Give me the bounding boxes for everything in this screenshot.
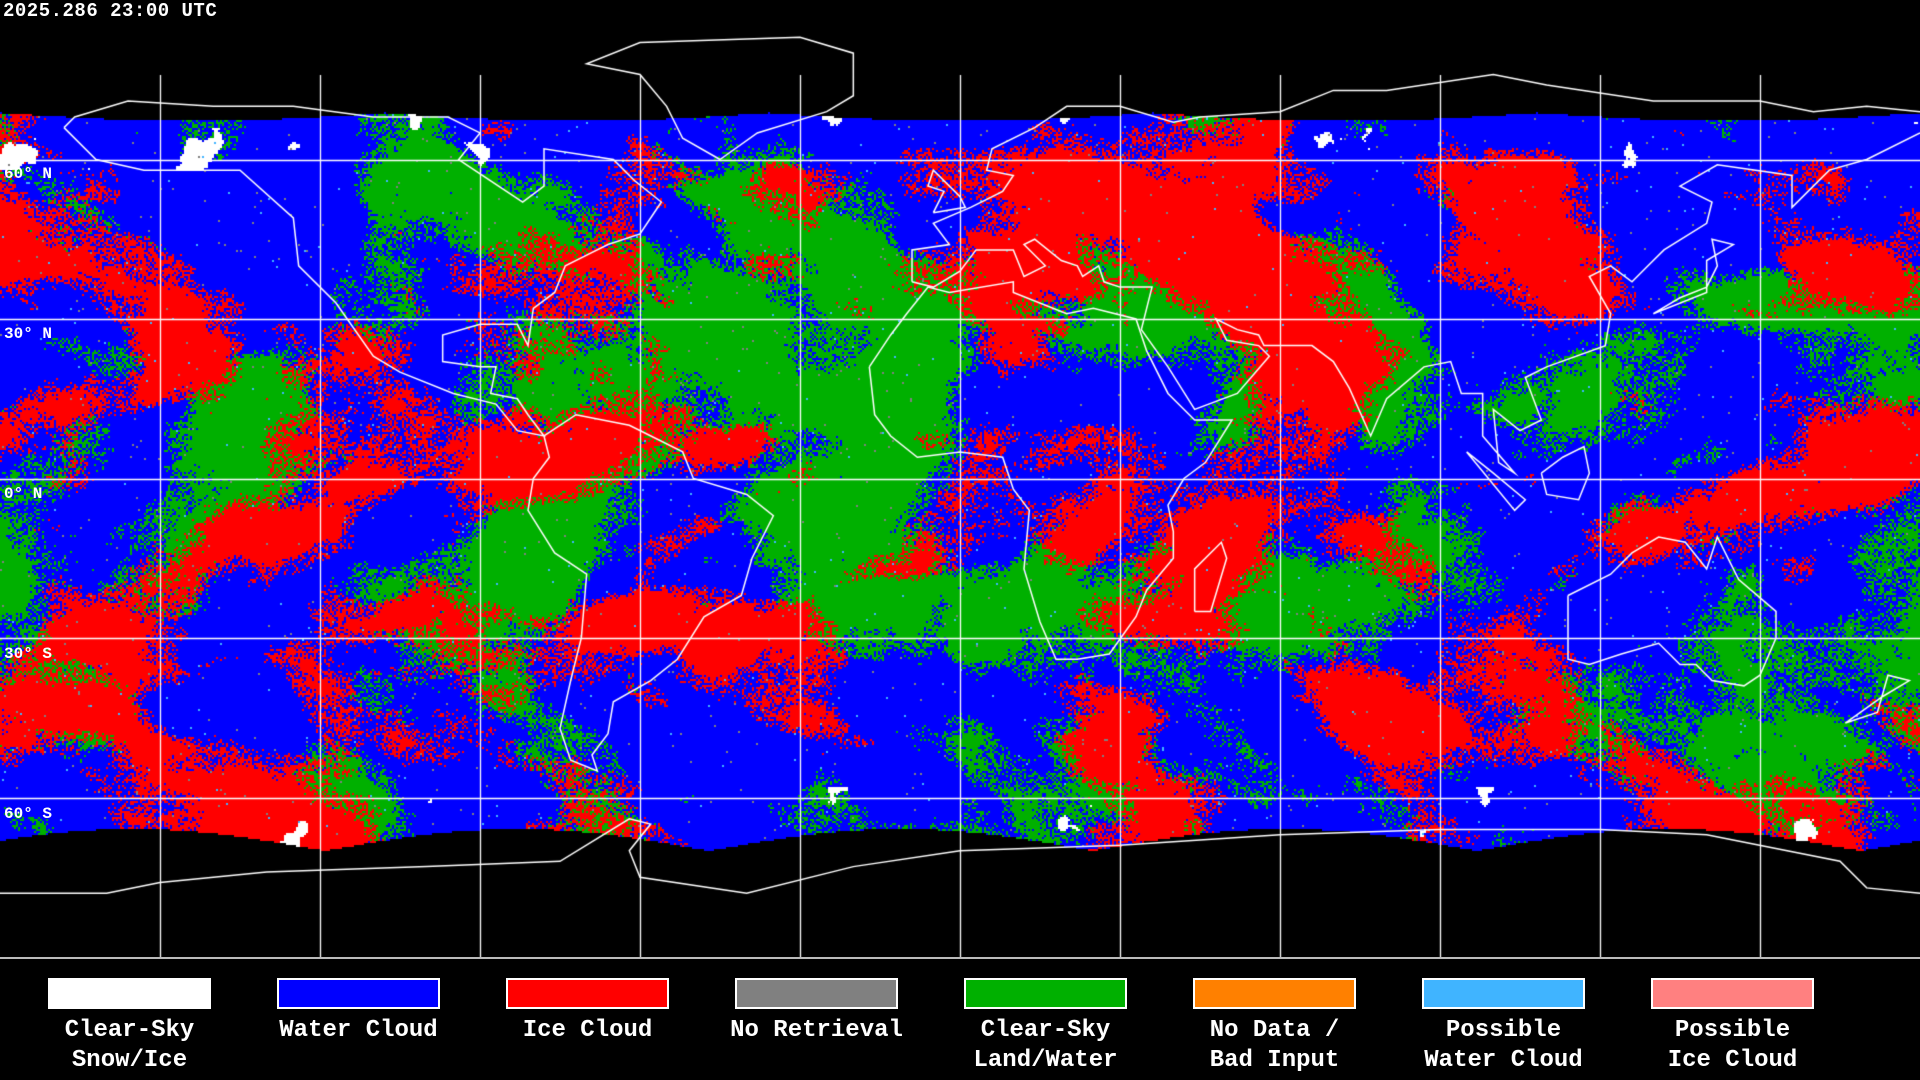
legend-label: No Retrieval bbox=[730, 1017, 903, 1044]
map-canvas bbox=[0, 0, 1920, 957]
legend-swatch bbox=[1421, 977, 1586, 1010]
legend-label: Possible Ice Cloud bbox=[1667, 1017, 1798, 1074]
lat-label-30n: 30° N bbox=[4, 325, 53, 343]
legend-item-no-retrieval: No Retrieval bbox=[730, 977, 903, 1046]
legend-label: Ice Cloud bbox=[522, 1017, 653, 1044]
legend-label: Clear-Sky Land/Water bbox=[973, 1017, 1118, 1074]
legend-item-possible-water-cloud: Possible Water Cloud bbox=[1421, 977, 1586, 1076]
legend-label: Water Cloud bbox=[279, 1017, 438, 1044]
legend-swatch bbox=[734, 977, 899, 1010]
legend-label: Clear-Sky Snow/Ice bbox=[64, 1017, 195, 1074]
lat-label-60s: 60° S bbox=[4, 805, 53, 823]
legend-item-clear-sky-land-water: Clear-Sky Land/Water bbox=[963, 977, 1128, 1076]
legend-item-ice-cloud: Ice Cloud bbox=[505, 977, 670, 1046]
lat-label-30s: 30° S bbox=[4, 645, 53, 663]
legend-swatch bbox=[1650, 977, 1815, 1010]
legend-swatch bbox=[276, 977, 441, 1010]
lat-label-60n: 60° N bbox=[4, 165, 53, 183]
legend-swatch bbox=[505, 977, 670, 1010]
lat-label-0n: 0° N bbox=[4, 485, 43, 503]
legend-label: Possible Water Cloud bbox=[1424, 1017, 1583, 1074]
legend-label: No Data / Bad Input bbox=[1209, 1017, 1340, 1074]
legend-swatch bbox=[47, 977, 212, 1010]
legend-item-water-cloud: Water Cloud bbox=[276, 977, 441, 1046]
timestamp: 2025.286 23:00 UTC bbox=[3, 0, 218, 22]
cloud-phase-map: 2025.286 23:00 UTC 60° N 30° N 0° N 30° … bbox=[0, 0, 1920, 959]
legend-swatch bbox=[963, 977, 1128, 1010]
legend-swatch bbox=[1192, 977, 1357, 1010]
legend-item-clear-sky-snow-ice: Clear-Sky Snow/Ice bbox=[47, 977, 212, 1076]
legend-item-no-data-bad-input: No Data / Bad Input bbox=[1192, 977, 1357, 1076]
legend-item-possible-ice-cloud: Possible Ice Cloud bbox=[1650, 977, 1815, 1076]
